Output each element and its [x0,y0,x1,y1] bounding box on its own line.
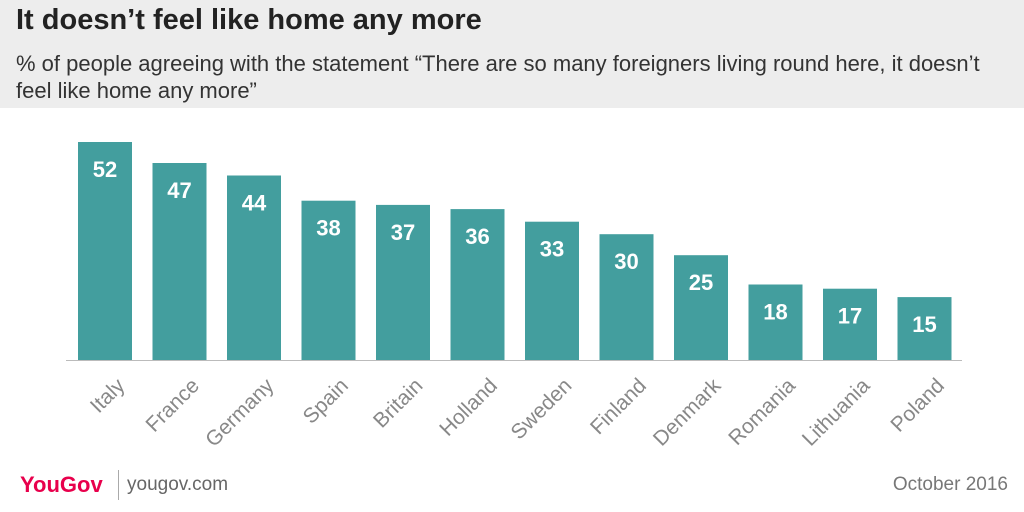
chart-title: It doesn’t feel like home any more [16,4,482,36]
bar-italy [78,142,132,360]
data-label-denmark: 25 [689,270,713,295]
bar-germany [227,175,281,360]
data-label-britain: 37 [391,220,415,245]
bar-poland [897,297,952,360]
bar-france [152,163,207,360]
data-label-france: 47 [167,178,191,203]
bar-sweden [525,221,579,360]
chart-subtitle: % of people agreeing with the statement … [16,51,980,103]
bar-britain [376,204,430,360]
tick-label-poland: Poland [886,374,949,437]
tick-label-holland: Holland [435,374,502,441]
footer-date: October 2016 [892,474,1008,495]
tick-label-italy: Italy [86,374,130,418]
tick-label-lithuania: Lithuania [798,374,875,451]
data-label-italy: 52 [93,157,117,182]
data-label-lithuania: 17 [838,304,862,329]
header-band: It doesn’t feel like home any more % of … [0,0,1024,108]
bar-spain [301,200,356,360]
tick-label-france: France [141,374,203,436]
tick-label-finland: Finland [586,374,651,439]
tick-label-romania: Romania [724,374,800,450]
bar-holland [450,209,505,360]
data-label-holland: 36 [465,224,489,249]
yougov-logo: YouGov [20,472,103,497]
tick-label-sweden: Sweden [507,374,577,444]
bar-finland [599,234,654,360]
data-label-poland: 15 [912,312,936,337]
tick-label-denmark: Denmark [649,374,726,451]
bar-denmark [674,255,728,360]
tick-label-germany: Germany [201,374,279,452]
data-label-sweden: 33 [540,237,564,262]
data-label-romania: 18 [763,300,787,325]
bar-lithuania [823,288,877,360]
tick-label-britain: Britain [369,374,427,432]
footer-divider [118,470,119,500]
bar-chart: 52 Italy 47 France 44 Germany 38 Spain 37 Britain… [66,142,962,452]
tick-label-spain: Spain [299,374,353,428]
bar-romania [748,284,803,360]
data-label-finland: 30 [614,249,638,274]
data-label-spain: 38 [316,216,340,241]
data-label-germany: 44 [242,191,267,216]
footer-url: yougov.com [127,474,229,495]
